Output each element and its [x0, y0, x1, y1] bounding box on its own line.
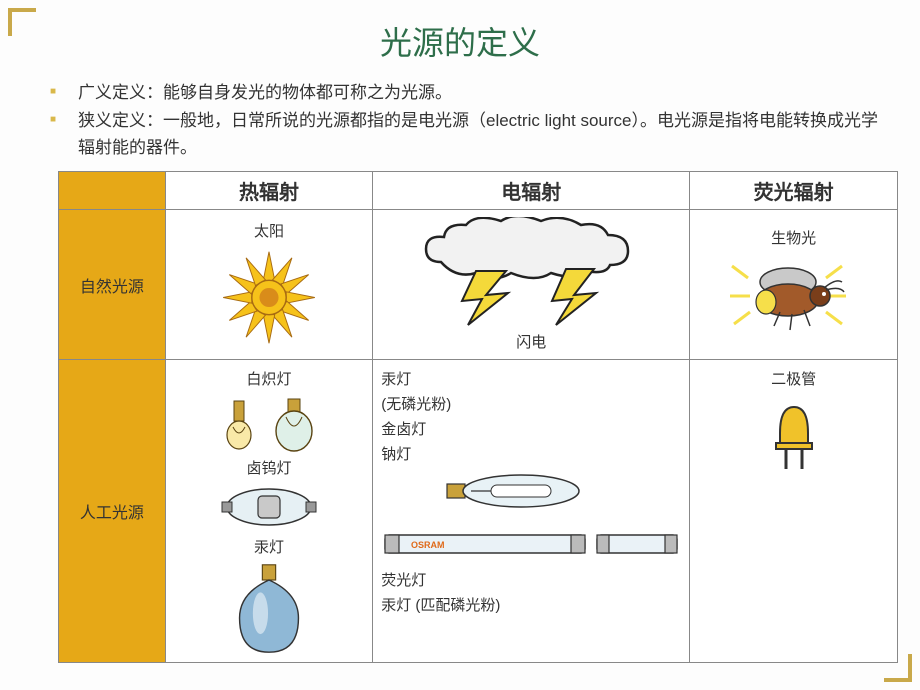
cell-natural-fluorescent: 生物光 [690, 210, 898, 360]
cell-artificial-electric: 汞灯 (无磷光粉) 金卤灯 钠灯 [373, 360, 690, 663]
slide-page: 光源的定义 广义定义：能够自身发光的物体都可称之为光源。 狭义定义：一般地，日常… [0, 0, 920, 673]
page-title: 光源的定义 [30, 18, 890, 64]
sun-icon [214, 245, 324, 350]
row-header-artificial: 人工光源 [59, 360, 166, 663]
col-header-fluorescent: 荧光辐射 [690, 172, 898, 210]
bullet-narrow: 狭义定义：一般地，日常所说的光源都指的是电光源（electric light s… [50, 108, 890, 161]
label-mercury-lamp: 汞灯 [381, 368, 411, 389]
table-corner-cell [59, 172, 166, 210]
corner-decoration-br [884, 654, 912, 682]
label-sodium-lamp: 钠灯 [381, 443, 411, 464]
led-icon [754, 393, 834, 473]
label-fluorescent-lamp: 荧光灯 [381, 569, 426, 590]
bullet-broad: 广义定义：能够自身发光的物体都可称之为光源。 [50, 80, 890, 106]
col-header-thermal: 热辐射 [165, 172, 372, 210]
cell-natural-electric: 闪电 [373, 210, 690, 360]
firefly-icon [724, 252, 864, 342]
lightning-cloud-icon [396, 217, 666, 327]
label-mercury-phosphor: 汞灯 (匹配磷光粉) [381, 594, 500, 615]
label-led: 二极管 [771, 368, 816, 389]
row-artificial: 人工光源 白炽灯 [59, 360, 898, 663]
label-halogen: 卤钨灯 [247, 457, 292, 478]
halogen-lamp-icon [214, 482, 324, 532]
row-natural: 自然光源 太阳 [59, 210, 898, 360]
row-header-natural: 自然光源 [59, 210, 166, 360]
mercury-lamp-icon [224, 561, 314, 656]
label-lightning: 闪电 [516, 331, 546, 352]
label-incandescent: 白炽灯 [247, 368, 292, 389]
definition-bullets: 广义定义：能够自身发光的物体都可称之为光源。 狭义定义：一般地，日常所说的光源都… [30, 80, 890, 161]
label-mercury-lamp-thermal: 汞灯 [254, 536, 284, 557]
cell-natural-thermal: 太阳 [165, 210, 372, 360]
incandescent-bulb-icon [204, 393, 334, 453]
tube-brand-label: OSRAM [411, 540, 445, 550]
label-sun: 太阳 [254, 220, 284, 241]
label-no-phosphor: (无磷光粉) [381, 393, 451, 414]
corner-decoration-tl [8, 8, 36, 36]
col-header-electric: 电辐射 [373, 172, 690, 210]
discharge-lamp-icon [441, 468, 591, 513]
cell-artificial-thermal: 白炽灯 [165, 360, 372, 663]
cell-artificial-fluorescent: 二极管 [690, 360, 898, 663]
table-header-row: 热辐射 电辐射 荧光辐射 [59, 172, 898, 210]
fluorescent-tube-icon: OSRAM [381, 525, 681, 561]
light-source-table: 热辐射 电辐射 荧光辐射 自然光源 太阳 [58, 171, 898, 663]
label-metal-halide: 金卤灯 [381, 418, 426, 439]
label-bioluminescence: 生物光 [771, 227, 816, 248]
